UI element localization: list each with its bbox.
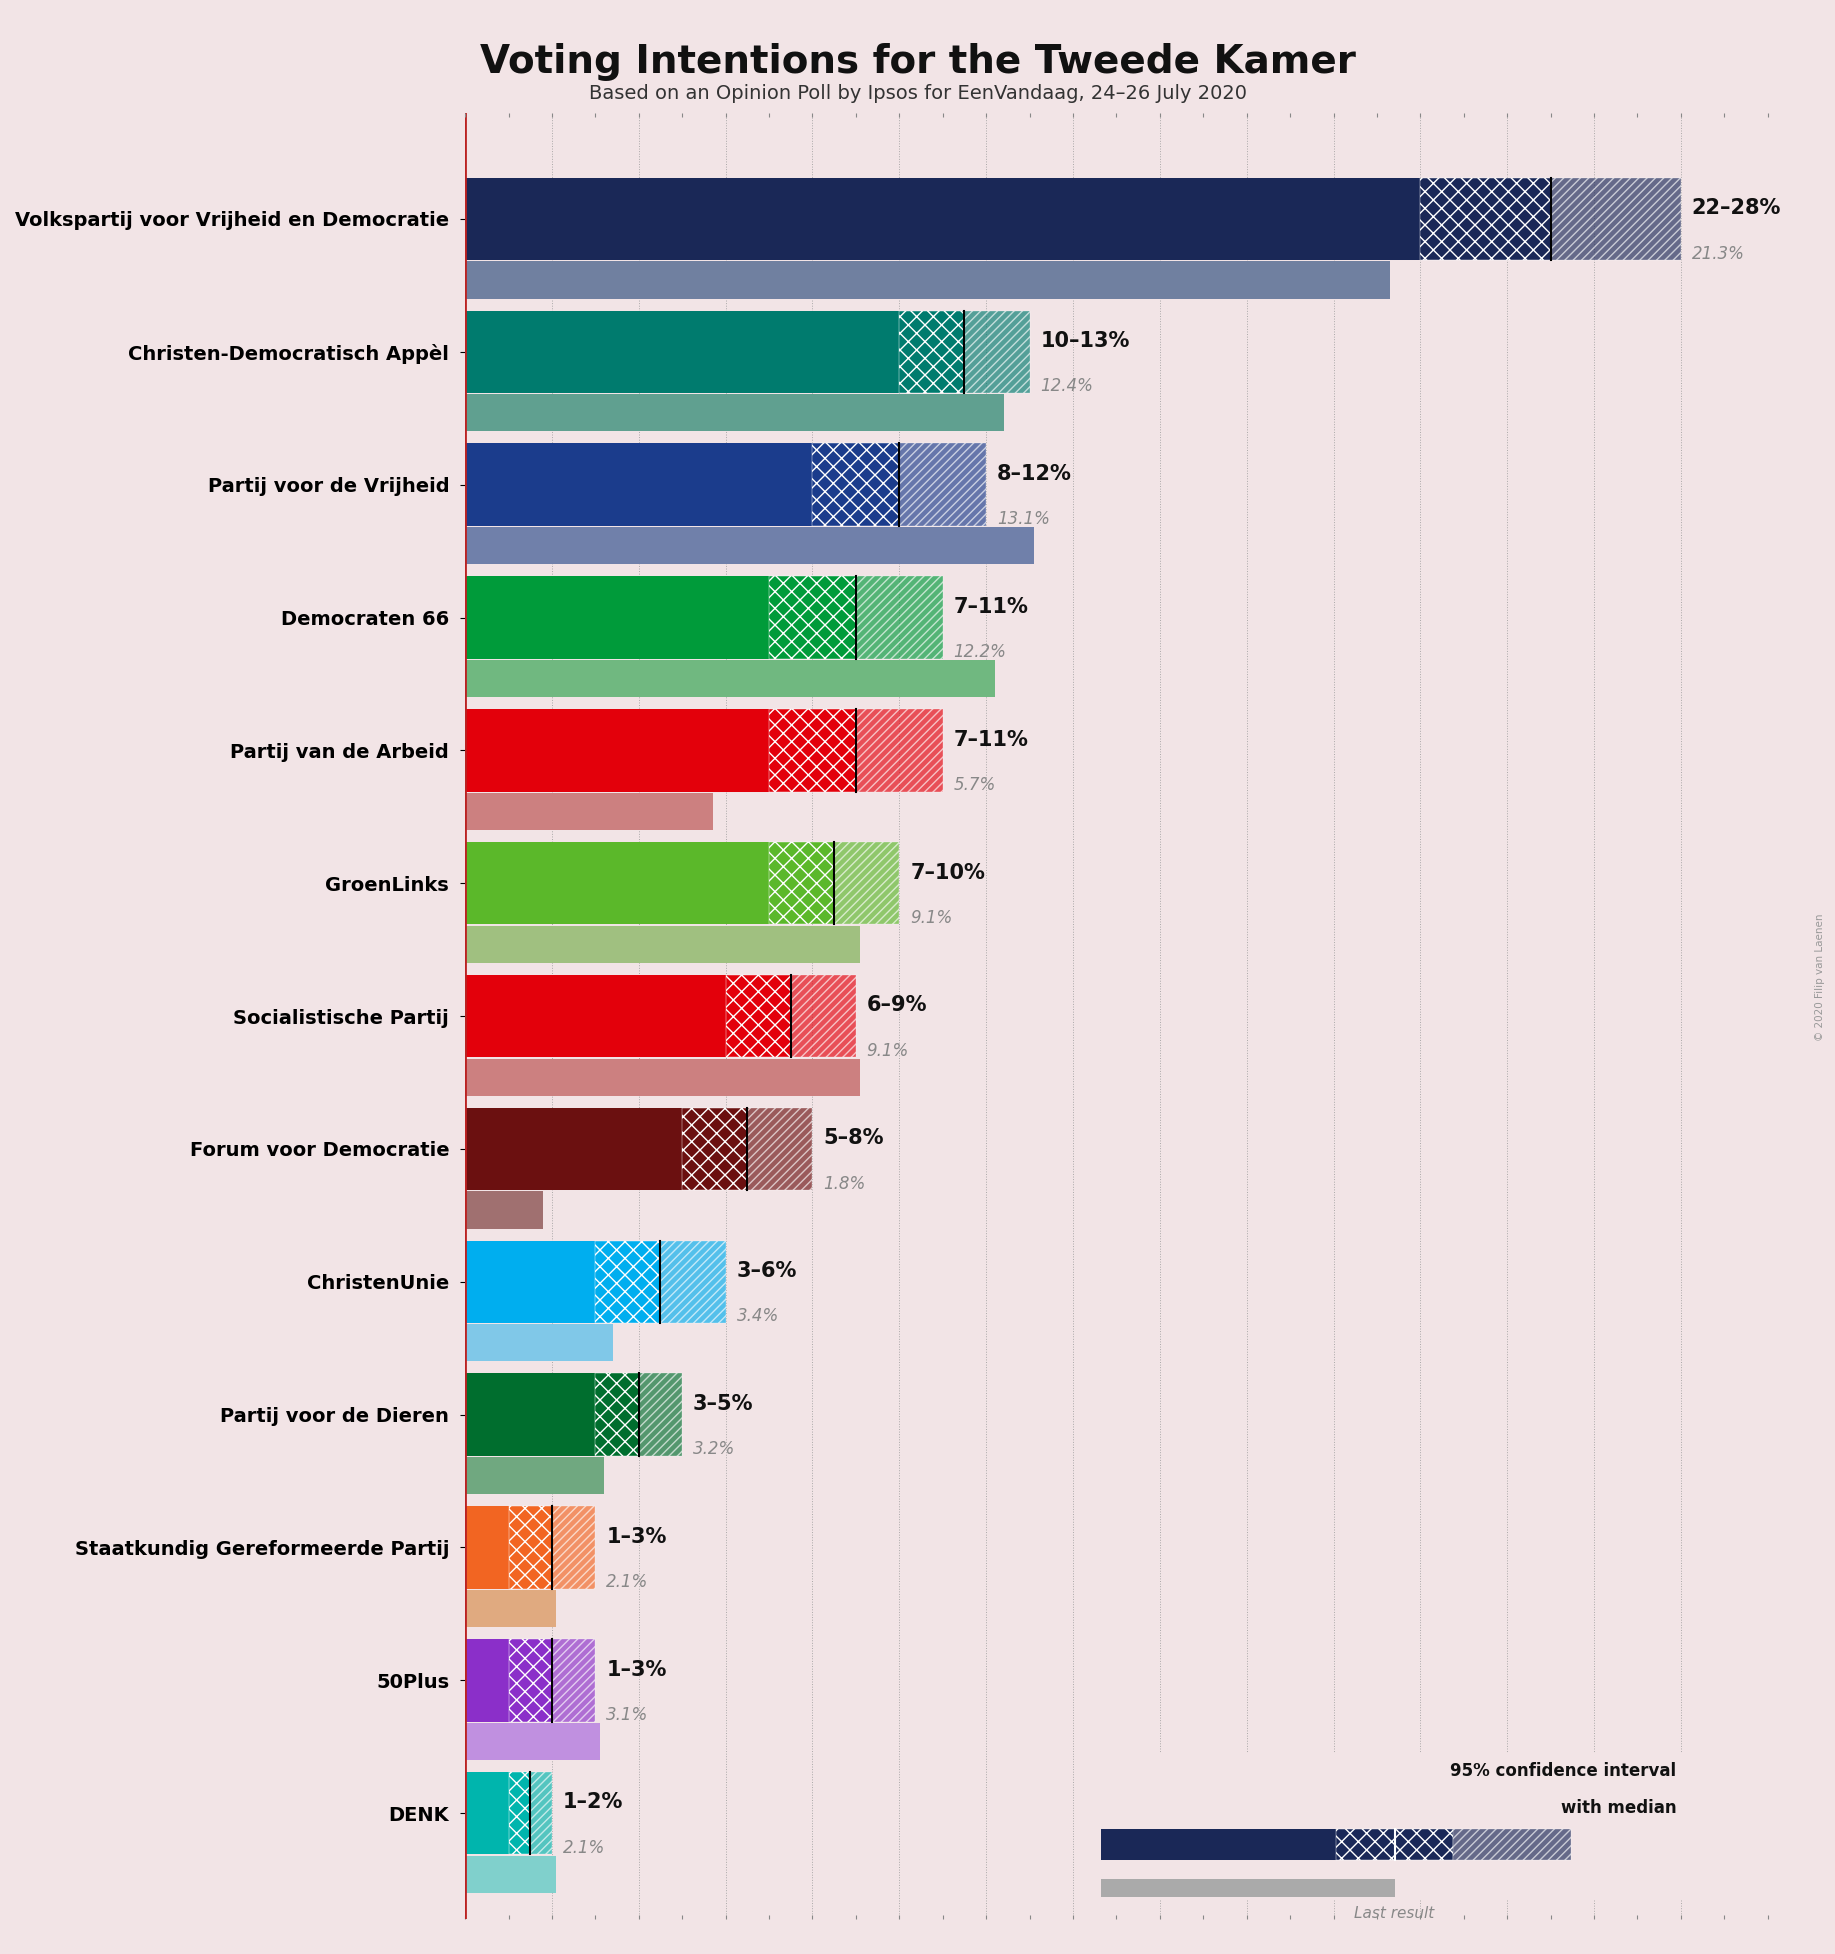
Text: 10–13%: 10–13%	[1040, 330, 1130, 352]
Bar	[769, 842, 835, 924]
Bar	[464, 528, 1033, 565]
Text: 5–8%: 5–8%	[824, 1127, 884, 1149]
Text: Last result: Last result	[1354, 1907, 1435, 1921]
Text: 7–10%: 7–10%	[910, 862, 985, 883]
Bar	[508, 1507, 552, 1589]
Bar	[464, 178, 1420, 260]
Text: 3.1%: 3.1%	[606, 1706, 648, 1723]
Bar	[1551, 178, 1681, 260]
Bar	[464, 709, 769, 791]
Text: 12.2%: 12.2%	[954, 643, 1006, 660]
Bar	[464, 926, 861, 963]
Text: Based on an Opinion Poll by Ipsos for EenVandaag, 24–26 July 2020: Based on an Opinion Poll by Ipsos for Ee…	[589, 84, 1246, 104]
Bar	[508, 1772, 530, 1854]
Bar	[464, 1458, 604, 1495]
Bar	[855, 576, 943, 658]
Bar	[464, 1241, 595, 1323]
Bar	[747, 1108, 813, 1190]
Text: 9.1%: 9.1%	[910, 909, 952, 926]
Text: 1–3%: 1–3%	[606, 1659, 666, 1680]
Bar	[552, 1639, 595, 1721]
Bar	[464, 262, 1389, 299]
Text: 1–2%: 1–2%	[563, 1792, 624, 1813]
Bar	[1420, 178, 1551, 260]
Bar	[464, 842, 769, 924]
Bar	[464, 444, 813, 526]
Bar	[464, 576, 769, 658]
Bar	[464, 660, 995, 698]
Bar	[639, 1374, 683, 1456]
Bar	[464, 1108, 683, 1190]
Text: 12.4%: 12.4%	[1040, 377, 1094, 395]
Bar	[899, 311, 965, 393]
Bar	[769, 709, 855, 791]
Bar	[595, 1374, 639, 1456]
Text: 7–11%: 7–11%	[954, 596, 1028, 617]
Bar	[464, 1856, 556, 1893]
Text: 21.3%: 21.3%	[1692, 244, 1745, 262]
Bar	[683, 1108, 747, 1190]
Bar	[464, 1507, 508, 1589]
Text: 1.8%: 1.8%	[824, 1174, 866, 1192]
Bar	[1101, 1880, 1395, 1897]
Bar	[464, 975, 725, 1057]
Bar	[530, 1772, 552, 1854]
Text: 3–5%: 3–5%	[694, 1393, 754, 1415]
Text: Voting Intentions for the Tweede Kamer: Voting Intentions for the Tweede Kamer	[479, 43, 1356, 80]
Bar	[899, 444, 985, 526]
Bar	[791, 975, 855, 1057]
Bar	[508, 1639, 552, 1721]
Text: with median: with median	[1562, 1800, 1677, 1817]
Text: 2.1%: 2.1%	[606, 1573, 648, 1591]
Bar	[464, 1591, 556, 1628]
Text: © 2020 Filip van Laenen: © 2020 Filip van Laenen	[1815, 913, 1826, 1041]
Text: 9.1%: 9.1%	[866, 1041, 908, 1059]
Bar	[464, 1192, 543, 1229]
Bar	[855, 709, 943, 791]
Bar	[464, 311, 899, 393]
Text: 7–11%: 7–11%	[954, 729, 1028, 750]
Bar	[595, 1241, 661, 1323]
Text: 3–6%: 3–6%	[736, 1260, 796, 1282]
Text: 1–3%: 1–3%	[606, 1526, 666, 1548]
Text: 22–28%: 22–28%	[1692, 197, 1782, 219]
Text: 6–9%: 6–9%	[866, 995, 927, 1016]
Bar	[1336, 1829, 1453, 1860]
Bar	[464, 1059, 861, 1096]
Text: 3.2%: 3.2%	[694, 1440, 736, 1458]
Bar	[464, 1374, 595, 1456]
Bar	[464, 1325, 613, 1362]
Text: 5.7%: 5.7%	[954, 776, 996, 793]
Text: 3.4%: 3.4%	[736, 1307, 778, 1325]
Bar	[464, 793, 712, 830]
Bar	[1101, 1829, 1336, 1860]
Bar	[464, 395, 1004, 432]
Text: 8–12%: 8–12%	[996, 463, 1072, 485]
Bar	[1453, 1829, 1571, 1860]
Bar	[661, 1241, 725, 1323]
Bar	[769, 576, 855, 658]
Bar	[464, 1639, 508, 1721]
Bar	[464, 1772, 508, 1854]
Bar	[464, 1723, 600, 1761]
Bar	[835, 842, 899, 924]
Bar	[725, 975, 791, 1057]
Text: 2.1%: 2.1%	[563, 1839, 606, 1856]
Text: 95% confidence interval: 95% confidence interval	[1450, 1763, 1677, 1780]
Bar	[965, 311, 1029, 393]
Bar	[552, 1507, 595, 1589]
Bar	[813, 444, 899, 526]
Text: 13.1%: 13.1%	[996, 510, 1050, 528]
